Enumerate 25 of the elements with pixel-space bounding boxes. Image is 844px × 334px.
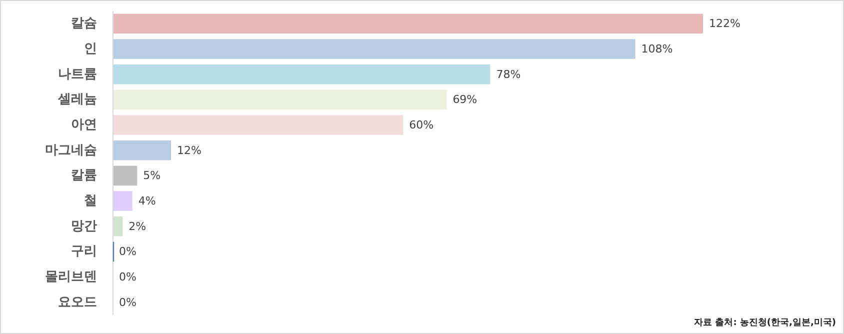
- data-label: 108%: [641, 42, 673, 56]
- data-label: 0%: [119, 270, 136, 284]
- data-label: 78%: [496, 68, 521, 81]
- y-tick-label: 칼륨: [71, 168, 97, 184]
- y-tick-label: 구리: [71, 244, 97, 260]
- y-tick-label: 요오드: [58, 294, 97, 310]
- y-tick-label: 몰리브덴: [45, 270, 97, 284]
- data-label: 5%: [143, 169, 161, 182]
- y-tick-label: 칼슘: [71, 16, 97, 32]
- data-label: 4%: [138, 194, 156, 208]
- y-tick-label: 마그네슘: [45, 142, 97, 158]
- y-tick-label: 나트륨: [58, 66, 97, 82]
- y-tick-label: 망간: [71, 218, 97, 234]
- text: 자료 출처: 농진청(한국,일본,미국): [694, 317, 836, 328]
- data-label: 60%: [409, 118, 434, 132]
- y-tick-label: 셀레늄: [57, 92, 97, 108]
- data-label: 122%: [709, 17, 740, 30]
- data-label: 0%: [119, 296, 136, 309]
- y-tick-label: 아연: [71, 118, 97, 132]
- data-label: 12%: [177, 144, 202, 157]
- data-label: 2%: [128, 220, 146, 233]
- y-tick-label: 인: [84, 42, 97, 56]
- data-label: 0%: [119, 245, 136, 258]
- y-tick-label: 철: [84, 194, 97, 208]
- data-label: 69%: [452, 93, 478, 106]
